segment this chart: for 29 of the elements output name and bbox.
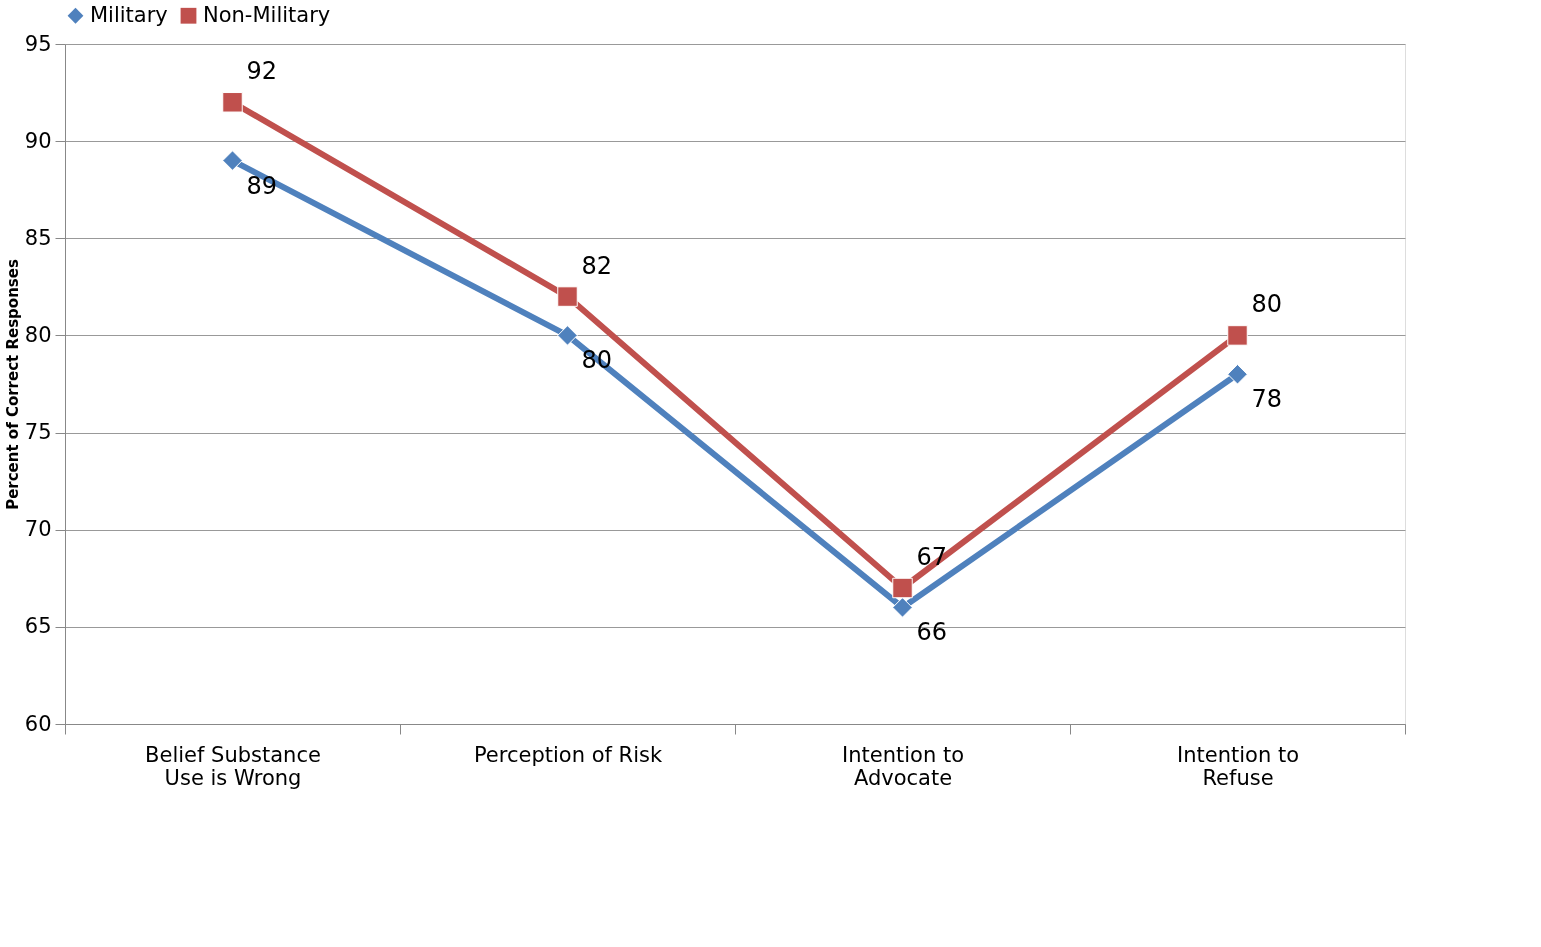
y-tick-label: 75 bbox=[24, 420, 52, 445]
legend-label: Military bbox=[90, 2, 168, 27]
point bbox=[1227, 325, 1248, 346]
data-label: 82 bbox=[581, 251, 613, 280]
y-tick-label: 80 bbox=[24, 322, 52, 347]
x-tick-label: Belief Substance Use is Wrong bbox=[145, 742, 321, 790]
point bbox=[557, 325, 578, 346]
point bbox=[222, 150, 243, 171]
x-tick-label: Perception of Risk bbox=[473, 742, 663, 767]
legend-label: Non-Military bbox=[203, 2, 331, 27]
data-label: 89 bbox=[246, 171, 278, 200]
x-tick-label: Intention to Refuse bbox=[1177, 742, 1299, 790]
point bbox=[557, 286, 578, 307]
data-label: 80 bbox=[1251, 290, 1283, 319]
y-axis-title: Percent of Correct Responses bbox=[3, 259, 22, 510]
y-tick-label: 90 bbox=[24, 128, 52, 153]
data-label: 92 bbox=[246, 57, 278, 86]
data-label: 66 bbox=[916, 618, 948, 647]
y-tick-label: 85 bbox=[24, 225, 52, 250]
data-label: 78 bbox=[1251, 385, 1283, 414]
point bbox=[892, 577, 913, 599]
point bbox=[892, 597, 913, 618]
y-tick-label: 65 bbox=[24, 614, 52, 639]
y-tick-label: 95 bbox=[24, 31, 52, 56]
point bbox=[222, 92, 243, 113]
y-tick-label: 70 bbox=[24, 517, 52, 542]
y-tick-label: 60 bbox=[24, 711, 52, 736]
point bbox=[1227, 364, 1248, 385]
x-tick-label: Intention to Advocate bbox=[842, 742, 964, 790]
